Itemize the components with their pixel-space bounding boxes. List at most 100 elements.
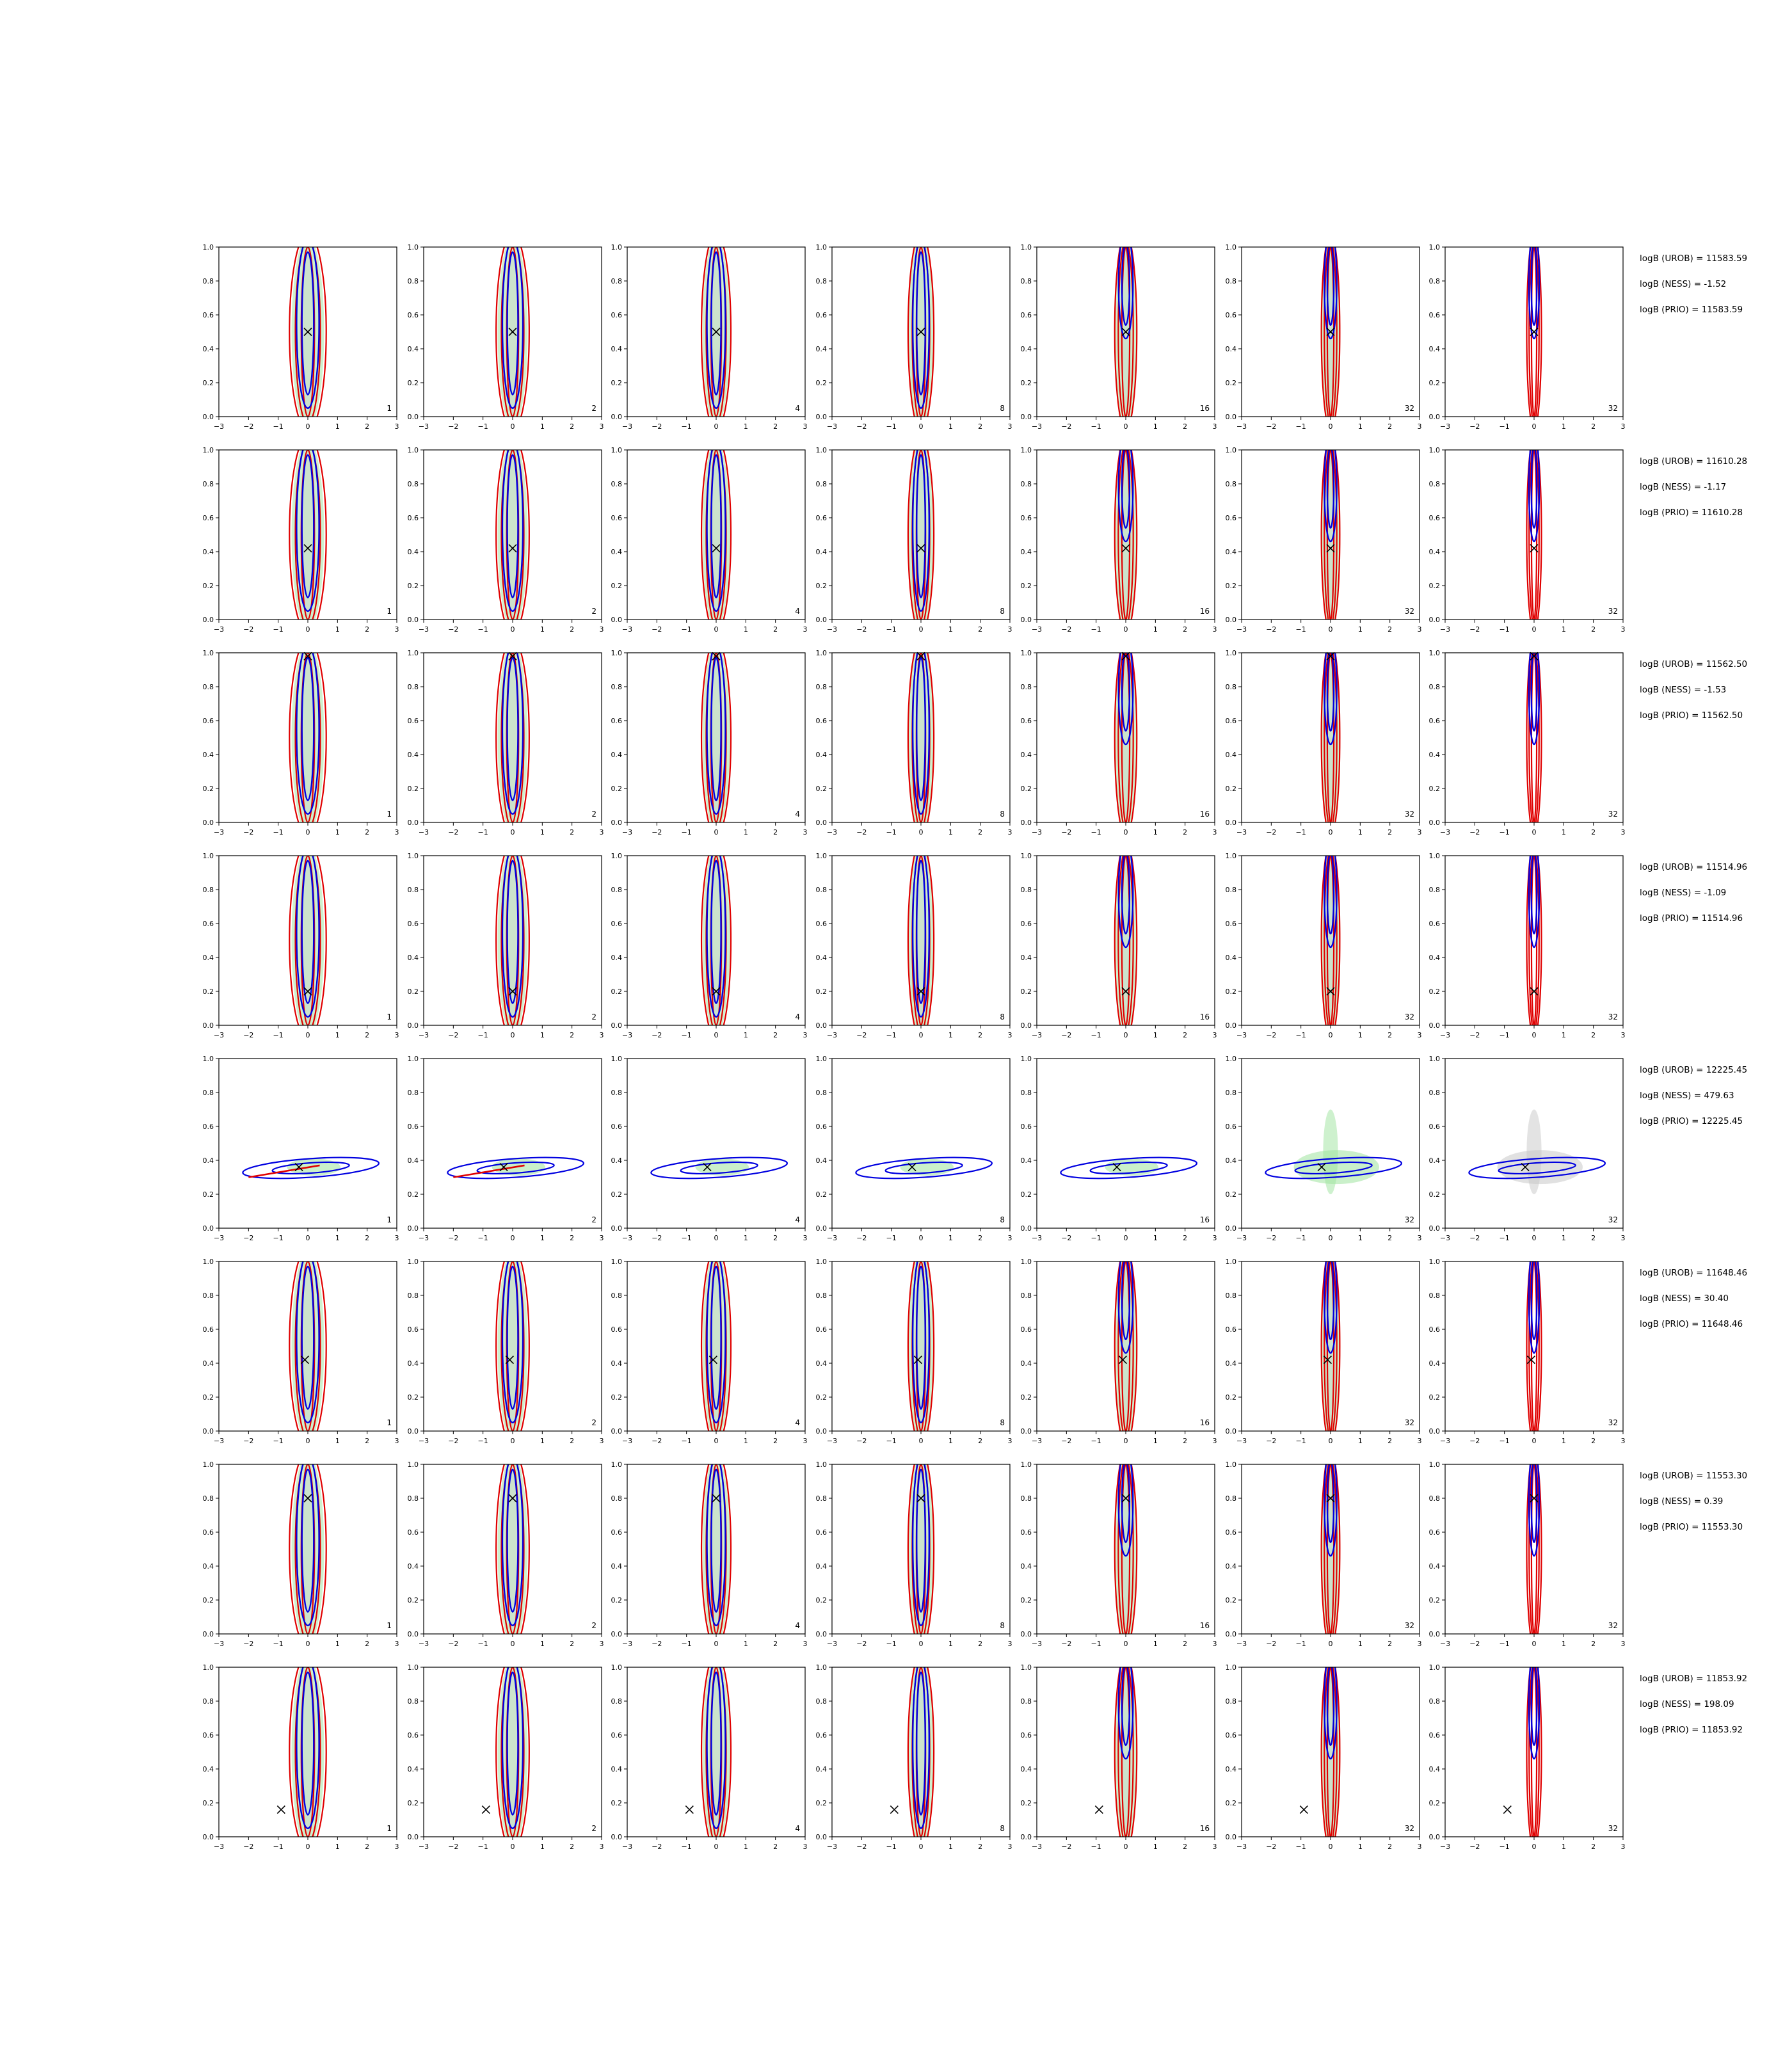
panel-r1-c1: −3 −2 −1 0 1 2 3 0.0 0.2 0.4 0.6 0.8 1.0 1 (203, 243, 399, 431)
axes-frame (218, 1058, 397, 1229)
red-contour (1526, 1261, 1542, 1431)
x-tick-label: 1 (1358, 625, 1363, 634)
x-tick-label: −2 (652, 1437, 662, 1445)
x-tick-label: 1 (744, 1640, 748, 1648)
y-tick-label: 0.8 (1226, 683, 1237, 691)
x-tick-label: 1 (744, 828, 748, 836)
red-contour (1324, 1667, 1338, 1837)
red-contour (294, 1464, 321, 1634)
panel-label: 8 (1000, 404, 1005, 413)
x-tick-label: 0 (511, 1234, 515, 1242)
blue-contour (301, 1671, 315, 1816)
truth-marker (1299, 1805, 1308, 1814)
panel-label: 32 (1608, 1012, 1618, 1021)
x-tick-label: 0 (1532, 1031, 1537, 1039)
y-tick-label: 0.2 (408, 988, 419, 996)
y-tick-label: 0.0 (1226, 819, 1237, 827)
blue-contour (680, 1161, 758, 1174)
red-contour (1117, 450, 1134, 620)
y-tick-label: 0.8 (816, 1292, 828, 1300)
panel-label: 32 (1608, 810, 1618, 819)
y-tick-label: 1.0 (408, 852, 419, 860)
y-tick-label: 0.8 (1021, 277, 1032, 285)
y-tick-label: 0.8 (1021, 1494, 1032, 1503)
x-tick-label: 3 (395, 625, 399, 634)
panel-label: 32 (1405, 1621, 1414, 1630)
blue-contour (1326, 1667, 1335, 1747)
y-tick-label: 1.0 (1226, 243, 1237, 252)
x-tick-label: −1 (682, 625, 692, 634)
panel-r4-c2: −3 −2 −1 0 1 2 3 0.0 0.2 0.4 0.6 0.8 1.0 2 (408, 852, 604, 1039)
x-tick-label: 0 (1532, 1234, 1537, 1242)
blue-contour (911, 247, 931, 409)
red-contour (1114, 1464, 1138, 1634)
panel-r7-c3: −3 −2 −1 0 1 2 3 0.0 0.2 0.4 0.6 0.8 1.0 4 (611, 1460, 808, 1648)
x-tick-label: 1 (335, 1031, 340, 1039)
y-tick-label: 1.0 (1226, 1055, 1237, 1063)
y-tick-label: 0.4 (1226, 345, 1237, 353)
panel-label: 4 (795, 1215, 800, 1224)
y-tick-label: 0.8 (1021, 886, 1032, 894)
x-tick-label: 1 (540, 422, 545, 431)
x-tick-label: −3 (622, 1843, 632, 1851)
red-contour (907, 1261, 935, 1431)
y-tick-label: 0.4 (1429, 1156, 1441, 1165)
y-tick-label: 0.4 (816, 954, 828, 962)
y-tick-label: 0.8 (1021, 1292, 1032, 1300)
blue-contour (1324, 856, 1338, 948)
x-tick-label: −3 (1236, 1640, 1247, 1648)
y-tick-label: 0.2 (203, 1393, 214, 1402)
y-tick-label: 0.4 (408, 954, 419, 962)
x-tick-label: −1 (886, 1843, 897, 1851)
x-tick-label: 1 (1358, 1640, 1363, 1648)
panel-plot-area (1320, 450, 1341, 620)
x-tick-label: 1 (1153, 828, 1158, 836)
red-contour (1528, 1261, 1540, 1431)
y-tick-label: 0.6 (816, 920, 828, 928)
panel-r8-c7: −3 −2 −1 0 1 2 3 0.0 0.2 0.4 0.6 0.8 1.0 32 (1429, 1663, 1626, 1851)
x-tick-label: 1 (1562, 1437, 1566, 1445)
blue-contour (506, 860, 519, 1004)
x-tick-label: 0 (1124, 1031, 1128, 1039)
panel-label: 32 (1405, 1012, 1414, 1021)
x-tick-label: −2 (1061, 625, 1071, 634)
x-tick-label: −1 (1296, 1437, 1306, 1445)
y-tick-label: 1.0 (816, 446, 828, 454)
y-tick-label: 1.0 (611, 243, 623, 252)
x-tick-label: 3 (1621, 828, 1626, 836)
x-tick-label: 1 (540, 1843, 545, 1851)
x-tick-label: 2 (570, 1437, 574, 1445)
x-tick-label: 2 (978, 625, 982, 634)
red-contour (1117, 1667, 1134, 1837)
x-tick-label: −3 (1032, 1640, 1042, 1648)
red-contour (1114, 450, 1138, 620)
x-tick-label: −2 (856, 1234, 867, 1242)
blue-contour (1468, 1156, 1606, 1180)
y-tick-label: 1.0 (203, 1055, 214, 1063)
panel-label: 8 (1000, 810, 1005, 819)
y-tick-label: 0.2 (1226, 1596, 1237, 1604)
y-tick-label: 0.2 (1226, 785, 1237, 793)
x-tick-label: −1 (1296, 625, 1306, 634)
y-tick-label: 0.6 (408, 311, 419, 319)
blue-contour (271, 1161, 350, 1175)
y-tick-label: 0.2 (1226, 988, 1237, 996)
x-tick-label: −1 (478, 1437, 488, 1445)
x-tick-label: 1 (335, 625, 340, 634)
y-tick-label: 0.0 (1021, 1224, 1032, 1233)
red-contour (1117, 1261, 1134, 1431)
x-tick-label: −1 (886, 422, 897, 431)
x-tick-label: −2 (1266, 625, 1276, 634)
panel-plot-area (650, 1156, 788, 1180)
y-tick-label: 1.0 (203, 446, 214, 454)
panel-r2-c7: −3 −2 −1 0 1 2 3 0.0 0.2 0.4 0.6 0.8 1.0 32 (1429, 446, 1626, 634)
x-tick-label: 1 (335, 422, 340, 431)
x-tick-label: 3 (1418, 1031, 1422, 1039)
y-tick-label: 0.6 (1226, 717, 1237, 725)
y-tick-label: 1.0 (1226, 1663, 1237, 1672)
x-tick-label: −2 (1266, 1234, 1276, 1242)
blue-contour (1528, 450, 1540, 543)
y-tick-label: 0.6 (611, 514, 623, 522)
density-fill (1114, 1667, 1137, 1837)
red-contour (1324, 856, 1338, 1025)
